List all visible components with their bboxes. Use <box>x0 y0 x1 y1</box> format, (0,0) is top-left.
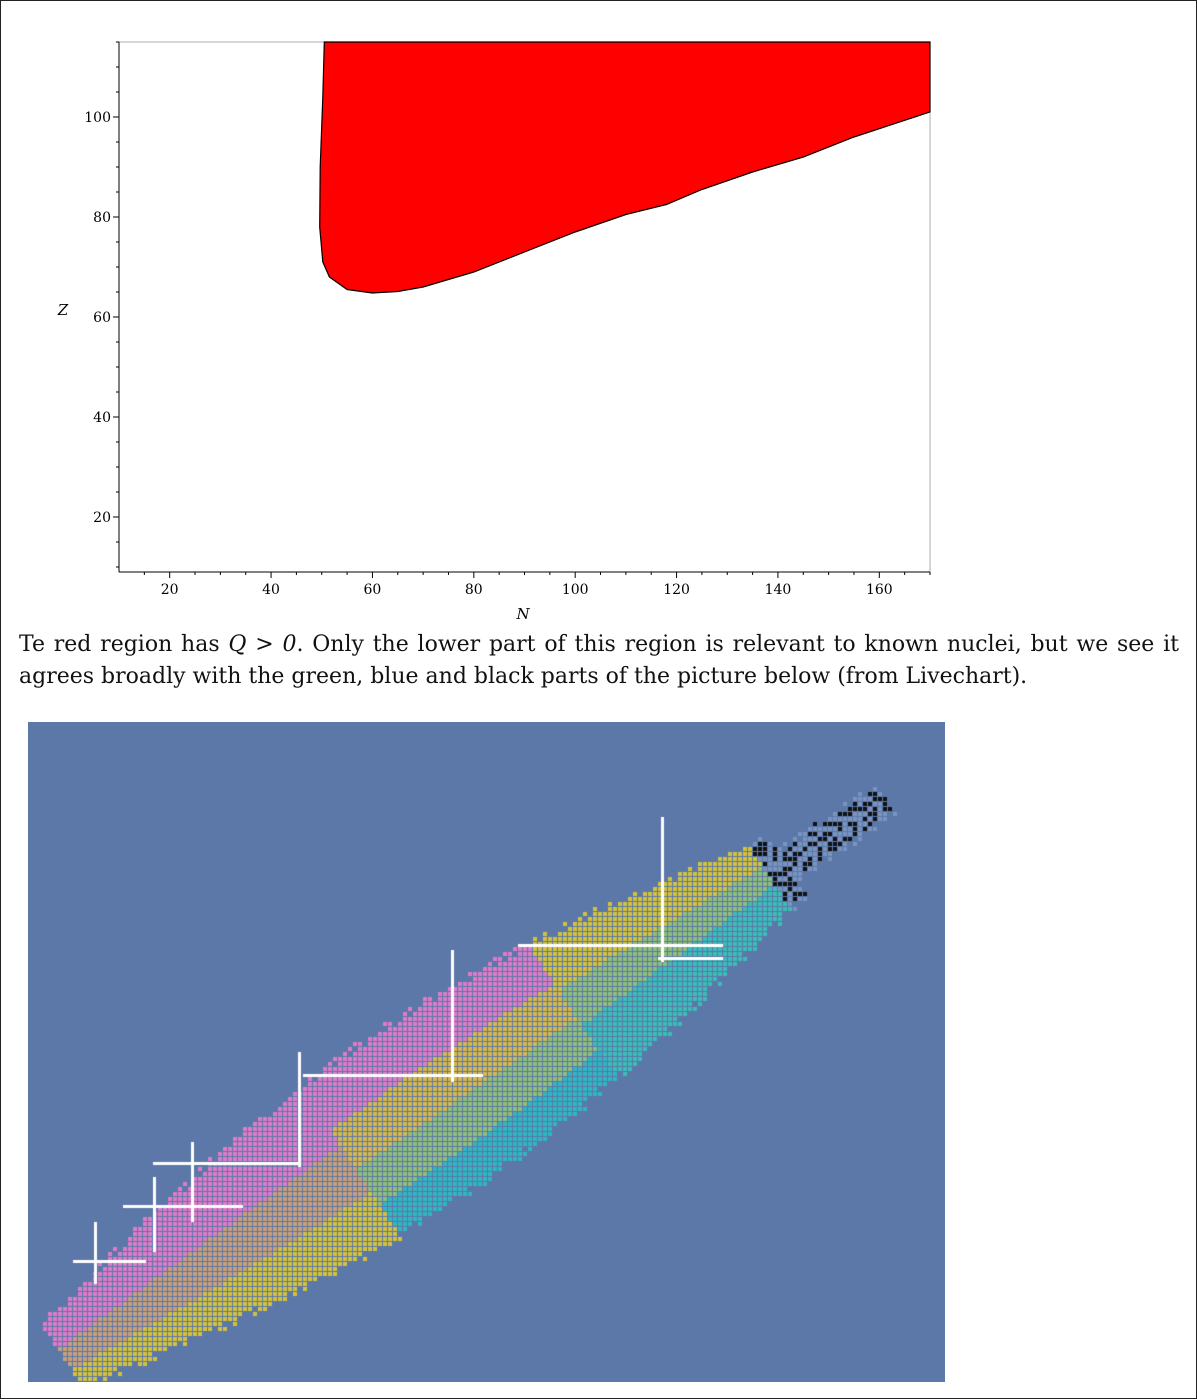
y-tick-label: 80 <box>93 210 111 226</box>
y-tick-label: 100 <box>84 110 111 126</box>
livechart-nuclide-chart-image <box>28 722 945 1382</box>
caption-math: Q > 0 <box>228 632 297 657</box>
x-tick-label: 160 <box>866 582 893 598</box>
y-tick-label: 60 <box>93 310 111 326</box>
x-tick-label: 120 <box>663 582 690 598</box>
x-tick-label: 20 <box>161 582 179 598</box>
x-tick-label: 80 <box>465 582 483 598</box>
y-tick-label: 40 <box>93 410 111 426</box>
caption-text-start: Te red region has <box>19 632 229 657</box>
nuclide-chart-canvas <box>28 722 945 1382</box>
x-axis-label: N <box>515 605 530 621</box>
x-tick-label: 60 <box>364 582 382 598</box>
q-positive-region <box>319 41 931 294</box>
y-axis-label: Z <box>57 301 69 319</box>
x-tick-label: 100 <box>562 582 589 598</box>
caption-text-end: . Only the lower part of this region is … <box>19 632 1179 689</box>
x-tick-label: 40 <box>262 582 280 598</box>
caption-paragraph: Te red region has Q > 0. Only the lower … <box>19 629 1179 693</box>
x-tick-label: 140 <box>765 582 792 598</box>
q-region-chart: 20 40 60 80 100 120 140 160 20 40 60 80 100 N Z <box>57 41 931 621</box>
y-tick-label: 20 <box>93 510 111 526</box>
tick-labels: 20 40 60 80 100 120 140 160 20 40 60 80 100 <box>84 110 892 598</box>
